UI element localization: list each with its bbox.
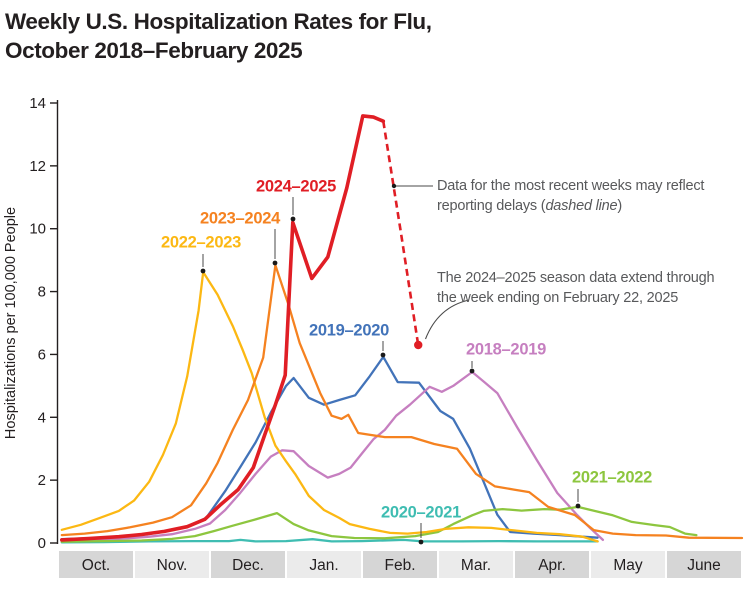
series-line-2018-2019 [60, 370, 605, 542]
month-label-Nov: Nov. [157, 557, 188, 574]
month-label-Feb: Feb. [384, 557, 415, 574]
month-label-Apr: Apr. [538, 557, 566, 574]
month-band-Nov [135, 551, 209, 578]
label-leader-dot-2021-2022 [575, 503, 581, 509]
series-label-2022-2023: 2022–2023 [161, 233, 241, 252]
annotation-season-extent: The 2024–2025 season data extend through… [437, 269, 749, 308]
series-label-2021-2022: 2021–2022 [572, 468, 652, 487]
label-leader-dot-2023-2024 [272, 260, 278, 266]
series-label-2023-2024: 2023–2024 [200, 209, 280, 228]
month-label-June: June [687, 557, 721, 574]
title-line-1: Weekly U.S. Hospitalization Rates for Fl… [5, 9, 432, 34]
delay-annotation-leader-dot [391, 183, 397, 189]
month-label-Mar: Mar. [461, 557, 491, 574]
series-line-2023-2024 [60, 264, 744, 540]
page-title: Weekly U.S. Hospitalization Rates for Fl… [5, 7, 432, 65]
y-tick-label-2: 2 [38, 472, 46, 489]
label-leader-dot-2024-2025 [290, 216, 296, 222]
month-band-Dec [211, 551, 285, 578]
month-band-Apr [515, 551, 589, 578]
y-tick-label-6: 6 [38, 346, 46, 363]
annotation-extent-line1: The 2024–2025 season data extend through [437, 270, 715, 286]
y-tick-label-4: 4 [38, 409, 46, 426]
annotation-delay-line2-prefix: reporting delays ( [437, 197, 546, 214]
month-band-Mar [439, 551, 513, 578]
y-tick-label-8: 8 [38, 284, 46, 301]
series-line-2020-2021 [60, 538, 599, 544]
annotation-delay-italic: dashed line [545, 197, 618, 214]
month-band-May [591, 551, 665, 578]
label-leader-dot-2018-2019 [469, 368, 475, 374]
series-label-2024-2025: 2024–2025 [256, 177, 336, 196]
month-band-Jan [287, 551, 361, 578]
series-label-2019-2020: 2019–2020 [309, 321, 389, 340]
month-band-Oct [59, 551, 133, 578]
y-tick-label-14: 14 [29, 95, 46, 112]
month-label-Oct: Oct. [82, 557, 110, 574]
annotation-reporting-delay: Data for the most recent weeks may refle… [437, 177, 749, 216]
latest-data-point-dot [414, 340, 423, 350]
series-line-2022-2023 [60, 270, 599, 543]
y-tick-label-0: 0 [38, 535, 46, 552]
y-axis-title: Hospitalizations per 100,000 People [3, 207, 19, 439]
label-leader-dot-2022-2023 [200, 268, 206, 274]
extent-annotation-curve [424, 299, 470, 340]
month-band-June [667, 551, 741, 578]
label-leader-dot-2019-2020 [380, 352, 386, 358]
series-label-2018-2019: 2018–2019 [466, 340, 546, 359]
series-label-2020-2021: 2020–2021 [381, 503, 461, 522]
month-label-Dec: Dec. [232, 557, 264, 574]
month-band-Feb [363, 551, 437, 578]
label-leader-dot-2020-2021 [418, 539, 424, 545]
series-line-2021-2022 [60, 505, 698, 543]
y-tick-label-12: 12 [29, 158, 46, 175]
annotation-delay-line1: Data for the most recent weeks may refle… [437, 178, 705, 194]
y-tick-label-10: 10 [29, 221, 46, 238]
series-line-2024-2025 [60, 114, 386, 542]
series-dashed-tail-2024-2025 [382, 120, 420, 346]
annotation-extent-line2: the week ending on February 22, 2025 [437, 289, 679, 306]
month-label-Jan: Jan. [309, 557, 338, 574]
month-label-May: May [613, 557, 643, 574]
title-line-2: October 2018–February 2025 [5, 38, 303, 63]
annotation-delay-line2-suffix: ) [617, 197, 623, 214]
